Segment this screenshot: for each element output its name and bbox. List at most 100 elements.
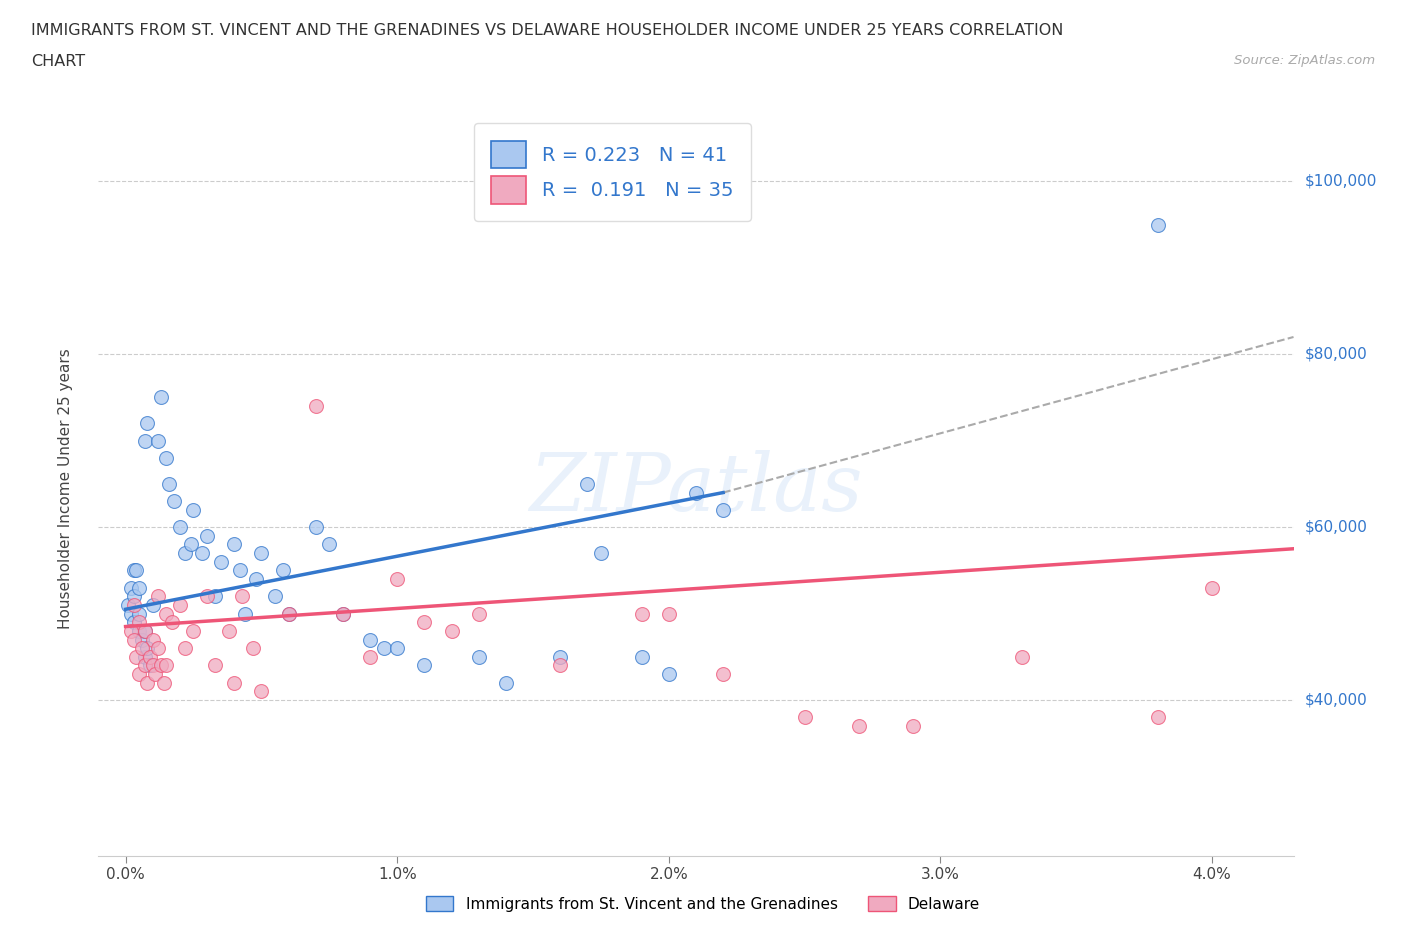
Point <box>224 537 246 551</box>
Point <box>242 641 264 656</box>
Point <box>139 658 162 673</box>
Point <box>305 520 328 535</box>
Point <box>209 554 232 569</box>
Point <box>630 649 652 664</box>
Y-axis label: Householder Income Under 25 years: Householder Income Under 25 years <box>58 348 73 629</box>
Legend: Immigrants from St. Vincent and the Grenadines, Delaware: Immigrants from St. Vincent and the Gren… <box>420 889 986 918</box>
Point <box>658 667 681 682</box>
Point <box>440 623 463 638</box>
Point <box>125 563 148 578</box>
Point <box>120 606 142 621</box>
Point <box>136 675 159 690</box>
Point <box>149 390 172 405</box>
Point <box>576 476 599 491</box>
Point <box>155 606 177 621</box>
Text: ZIPatlas: ZIPatlas <box>529 449 863 527</box>
Text: IMMIGRANTS FROM ST. VINCENT AND THE GRENADINES VS DELAWARE HOUSEHOLDER INCOME UN: IMMIGRANTS FROM ST. VINCENT AND THE GREN… <box>31 23 1063 38</box>
Point <box>152 675 174 690</box>
Point <box>224 675 246 690</box>
Point <box>1201 580 1223 595</box>
Point <box>134 433 156 448</box>
Point <box>903 719 925 734</box>
Point <box>1011 649 1033 664</box>
Point <box>142 597 165 612</box>
Point <box>160 615 183 630</box>
Point <box>169 520 191 535</box>
Point <box>134 658 156 673</box>
Point <box>128 615 150 630</box>
Point <box>128 580 150 595</box>
Point <box>142 658 165 673</box>
Point <box>149 658 172 673</box>
Point <box>183 623 205 638</box>
Point <box>169 597 191 612</box>
Point <box>1146 218 1168 232</box>
Point <box>233 606 256 621</box>
Point <box>136 416 159 431</box>
Point <box>122 597 145 612</box>
Point <box>139 649 162 664</box>
Point <box>157 476 180 491</box>
Point <box>174 641 197 656</box>
Point <box>128 623 150 638</box>
Point <box>373 641 395 656</box>
Point <box>271 563 294 578</box>
Point <box>122 563 145 578</box>
Point <box>134 623 156 638</box>
Point <box>142 632 165 647</box>
Text: $80,000: $80,000 <box>1305 347 1368 362</box>
Point <box>148 589 170 604</box>
Point <box>318 537 340 551</box>
Point <box>117 597 139 612</box>
Text: CHART: CHART <box>31 54 84 69</box>
Point <box>134 649 156 664</box>
Point <box>134 623 156 638</box>
Point <box>174 546 197 561</box>
Text: $40,000: $40,000 <box>1305 693 1368 708</box>
Point <box>122 589 145 604</box>
Point <box>228 563 250 578</box>
Point <box>195 589 218 604</box>
Point <box>245 572 267 587</box>
Point <box>711 502 734 517</box>
Point <box>387 641 409 656</box>
Point <box>155 658 177 673</box>
Point <box>131 641 153 656</box>
Point <box>122 615 145 630</box>
Point <box>332 606 354 621</box>
Point <box>264 589 287 604</box>
Point <box>277 606 299 621</box>
Point <box>190 546 212 561</box>
Point <box>180 537 202 551</box>
Point <box>387 572 409 587</box>
Point <box>183 502 205 517</box>
Point <box>148 641 170 656</box>
Point <box>548 658 571 673</box>
Point <box>630 606 652 621</box>
Point <box>120 623 142 638</box>
Point <box>136 641 159 656</box>
Point <box>332 606 354 621</box>
Point <box>359 632 381 647</box>
Point <box>204 658 226 673</box>
Point <box>125 649 148 664</box>
Point <box>1146 710 1168 724</box>
Legend: R = 0.223   N = 41, R =  0.191   N = 35: R = 0.223 N = 41, R = 0.191 N = 35 <box>474 124 751 221</box>
Point <box>793 710 815 724</box>
Point <box>277 606 299 621</box>
Text: Source: ZipAtlas.com: Source: ZipAtlas.com <box>1234 54 1375 67</box>
Point <box>589 546 612 561</box>
Point <box>120 580 142 595</box>
Point <box>359 649 381 664</box>
Point <box>305 399 328 414</box>
Point <box>413 658 436 673</box>
Point <box>548 649 571 664</box>
Text: $60,000: $60,000 <box>1305 520 1368 535</box>
Text: $100,000: $100,000 <box>1305 174 1376 189</box>
Point <box>148 433 170 448</box>
Point <box>467 649 489 664</box>
Point <box>250 546 273 561</box>
Point <box>848 719 870 734</box>
Point <box>218 623 240 638</box>
Point <box>231 589 253 604</box>
